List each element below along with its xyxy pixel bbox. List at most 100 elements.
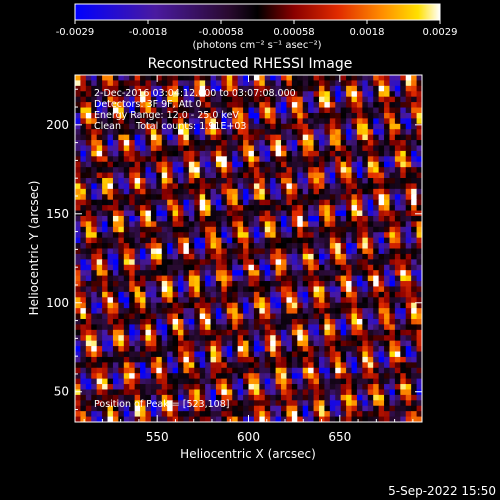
heatmap-cell	[140, 346, 147, 353]
heatmap-cell	[405, 340, 412, 347]
heatmap-cell	[112, 215, 119, 222]
heatmap-cell	[248, 221, 255, 228]
heatmap-cell	[80, 183, 87, 190]
heatmap-cell	[215, 302, 222, 309]
heatmap-cell	[123, 286, 130, 293]
heatmap-cell	[172, 199, 179, 206]
heatmap-cell	[199, 75, 206, 82]
heatmap-cell	[373, 356, 380, 363]
heatmap-cell	[367, 351, 374, 358]
heatmap-cell	[378, 215, 385, 222]
heatmap-cell	[107, 324, 114, 331]
heatmap-cell	[264, 291, 271, 298]
heatmap-cell	[302, 373, 309, 380]
heatmap-cell	[340, 150, 347, 157]
heatmap-cell	[118, 150, 125, 157]
heatmap-cell	[80, 80, 87, 87]
heatmap-cell	[215, 226, 222, 233]
heatmap-cell	[75, 112, 82, 119]
heatmap-cell	[226, 118, 233, 125]
heatmap-cell	[362, 389, 369, 396]
heatmap-cell	[362, 248, 369, 255]
heatmap-cell	[389, 405, 396, 412]
heatmap-cell	[102, 232, 109, 239]
heatmap-cell	[134, 356, 141, 363]
heatmap-cell	[178, 145, 185, 152]
heatmap-cell	[405, 264, 412, 271]
heatmap-cell	[362, 96, 369, 103]
heatmap-cell	[243, 194, 250, 201]
heatmap-cell	[367, 356, 374, 363]
heatmap-cell	[286, 118, 293, 125]
heatmap-cell	[178, 378, 185, 385]
heatmap-cell	[221, 85, 228, 92]
heatmap-cell	[329, 302, 336, 309]
heatmap-cell	[264, 313, 271, 320]
heatmap-cell	[297, 156, 304, 163]
heatmap-cell	[281, 400, 288, 407]
heatmap-cell	[335, 248, 342, 255]
heatmap-cell	[373, 183, 380, 190]
heatmap-cell	[194, 302, 201, 309]
heatmap-cell	[237, 362, 244, 369]
heatmap-cell	[75, 302, 82, 309]
heatmap-cell	[183, 156, 190, 163]
heatmap-cell	[313, 237, 320, 244]
heatmap-cell	[85, 145, 92, 152]
heatmap-cell	[205, 405, 212, 412]
heatmap-cell	[259, 145, 266, 152]
heatmap-cell	[194, 400, 201, 407]
heatmap-cell	[346, 346, 353, 353]
heatmap-cell	[405, 318, 412, 326]
heatmap-cell	[259, 118, 266, 125]
heatmap-cell	[199, 129, 206, 136]
heatmap-cell	[80, 161, 87, 168]
heatmap-cell	[384, 140, 391, 147]
heatmap-cell	[123, 107, 130, 114]
heatmap-cell	[102, 367, 109, 374]
heatmap-cell	[226, 356, 233, 363]
heatmap-cell	[91, 416, 98, 422]
heatmap-cell	[188, 362, 195, 369]
heatmap-cell	[297, 259, 304, 266]
heatmap-cell	[389, 362, 396, 369]
heatmap-cell	[400, 259, 407, 266]
heatmap-cell	[102, 215, 109, 222]
heatmap-cell	[150, 91, 157, 98]
heatmap-cell	[297, 384, 304, 391]
heatmap-cell	[389, 264, 396, 271]
heatmap-cell	[188, 140, 195, 147]
heatmap-cell	[112, 270, 119, 277]
heatmap-cell	[140, 243, 147, 250]
heatmap-cell	[281, 367, 288, 374]
heatmap-cell	[253, 259, 260, 266]
heatmap-cell	[340, 308, 347, 315]
heatmap-cell	[291, 172, 298, 179]
heatmap-cell	[75, 400, 82, 407]
heatmap-cell	[351, 367, 358, 374]
heatmap-cell	[145, 335, 152, 342]
heatmap-cell	[389, 107, 396, 114]
heatmap-cell	[400, 400, 407, 407]
heatmap-cell	[215, 373, 222, 380]
heatmap-cell	[411, 161, 418, 168]
heatmap-cell	[118, 313, 125, 320]
heatmap-cell	[373, 96, 380, 103]
heatmap-cell	[183, 281, 190, 288]
heatmap-cell	[264, 215, 271, 222]
heatmap-cell	[134, 167, 141, 174]
heatmap-cell	[308, 286, 315, 293]
heatmap-cell	[302, 210, 309, 217]
heatmap-cell	[199, 318, 206, 326]
heatmap-cell	[243, 384, 250, 391]
heatmap-cell	[286, 264, 293, 271]
heatmap-cell	[313, 150, 320, 157]
heatmap-cell	[210, 194, 217, 201]
heatmap-cell	[161, 183, 168, 190]
heatmap-cell	[270, 96, 277, 103]
heatmap-cell	[183, 248, 190, 255]
heatmap-cell	[112, 243, 119, 250]
heatmap-cell	[291, 281, 298, 288]
heatmap-cell	[129, 373, 136, 380]
heatmap-cell	[221, 80, 228, 87]
